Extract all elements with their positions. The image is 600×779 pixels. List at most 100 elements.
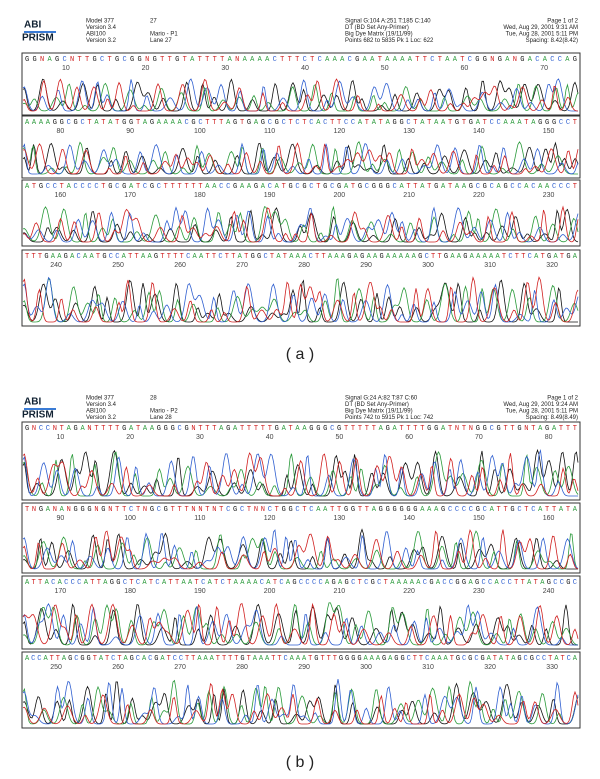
trace: [22, 452, 579, 497]
base-position: 180: [194, 192, 206, 199]
base-position: 200: [334, 192, 346, 199]
trace: [22, 603, 578, 646]
base-position: 170: [124, 192, 136, 199]
header-run: Points 682 to 5835 Pk 1 Loc: 622: [345, 38, 434, 44]
base-position: 300: [360, 664, 372, 671]
base-position: 20: [142, 65, 150, 72]
trace: [22, 78, 578, 112]
header-sample: 28: [150, 396, 157, 402]
base-position: 240: [543, 588, 555, 595]
base-position: 100: [194, 128, 206, 135]
base-position: 170: [55, 588, 67, 595]
base-position: 110: [264, 128, 275, 135]
trace: [22, 602, 579, 646]
base-position: 160: [55, 192, 67, 199]
trace: [22, 528, 578, 570]
header-sample: 27: [150, 19, 157, 25]
header-left: ABI100: [86, 32, 106, 38]
base-position: 90: [56, 515, 64, 522]
trace: [22, 206, 579, 243]
header-run: Signal G:104 A:251 T:185 C:140: [345, 19, 431, 25]
base-position: 290: [298, 664, 310, 671]
header-right: Tue, Aug 28, 2001 5:11 PM: [506, 409, 578, 415]
strip: [21, 249, 581, 327]
base-position: 90: [126, 128, 134, 135]
base-position: 310: [422, 664, 434, 671]
base-position: 240: [50, 262, 62, 269]
base-position: 320: [484, 664, 496, 671]
base-position: 50: [381, 65, 389, 72]
trace: [22, 82, 579, 112]
header-run: Points 742 to 5915 Pk 1 Loc: 742: [345, 415, 434, 421]
base-position: 220: [403, 588, 415, 595]
strip: [21, 651, 581, 729]
trace: [22, 529, 579, 570]
header-right: Spacing: 8.49(8.49): [526, 415, 578, 421]
base-position: 300: [422, 262, 434, 269]
base-position: 270: [236, 262, 248, 269]
base-position: 280: [298, 262, 310, 269]
base-position: 40: [301, 65, 309, 72]
header-lane: Lane 28: [150, 415, 172, 421]
base-position: 260: [112, 664, 124, 671]
base-position: 250: [50, 664, 62, 671]
base-position: 190: [264, 192, 276, 199]
header-lane: Lane 27: [150, 38, 172, 44]
base-position: 10: [56, 434, 64, 441]
header-name: Mario - P1: [150, 32, 178, 38]
base-position: 30: [196, 434, 204, 441]
header-name: Mario - P2: [150, 409, 178, 415]
header-run: DT (BD Set Any-Primer): [345, 402, 409, 408]
header-right: Wed, Aug 29, 2001 9:24 AM: [503, 402, 578, 408]
header-left: Version 3.2: [86, 38, 117, 44]
base-position: 120: [334, 128, 346, 135]
caption: ( b ): [286, 754, 314, 771]
trace: [22, 448, 579, 497]
trace: [22, 142, 579, 175]
base-position: 130: [403, 128, 415, 135]
base-position: 150: [543, 128, 555, 135]
trace: [22, 142, 579, 175]
strip: [21, 421, 581, 501]
base-position: 210: [403, 192, 415, 199]
header-right: Wed, Aug 29, 2001 9:31 AM: [503, 25, 578, 31]
base-position: 100: [124, 515, 136, 522]
base-position: 80: [545, 434, 553, 441]
base-position: 220: [473, 192, 485, 199]
base-position: 210: [334, 588, 346, 595]
base-position: 60: [461, 65, 469, 72]
base-position: 70: [475, 434, 483, 441]
base-position: 310: [484, 262, 496, 269]
trace: [22, 78, 579, 112]
header-left: ABI100: [86, 409, 106, 415]
base-position: 60: [405, 434, 413, 441]
header-right: Page 1 of 2: [547, 19, 578, 25]
logo-top: ABI: [24, 20, 41, 31]
header-right: Page 1 of 2: [547, 396, 578, 402]
header-left: Model 377: [86, 396, 115, 402]
base-position: 140: [403, 515, 415, 522]
trace: [22, 529, 579, 570]
base-position: 290: [360, 262, 372, 269]
header-left: Model 377: [86, 19, 115, 25]
base-position: 10: [62, 65, 70, 72]
trace: [22, 681, 579, 725]
base-position: 110: [194, 515, 205, 522]
trace: [22, 602, 579, 646]
base-position: 40: [266, 434, 274, 441]
base-position: 50: [335, 434, 343, 441]
trace: [22, 682, 579, 725]
base-position: 70: [540, 65, 548, 72]
header-run: Big Dye Matrix (19/11/99): [345, 32, 413, 38]
trace: [22, 279, 578, 323]
base-position: 80: [56, 128, 64, 135]
logo-bottom: PRISM: [22, 410, 54, 421]
base-position: 150: [473, 515, 485, 522]
